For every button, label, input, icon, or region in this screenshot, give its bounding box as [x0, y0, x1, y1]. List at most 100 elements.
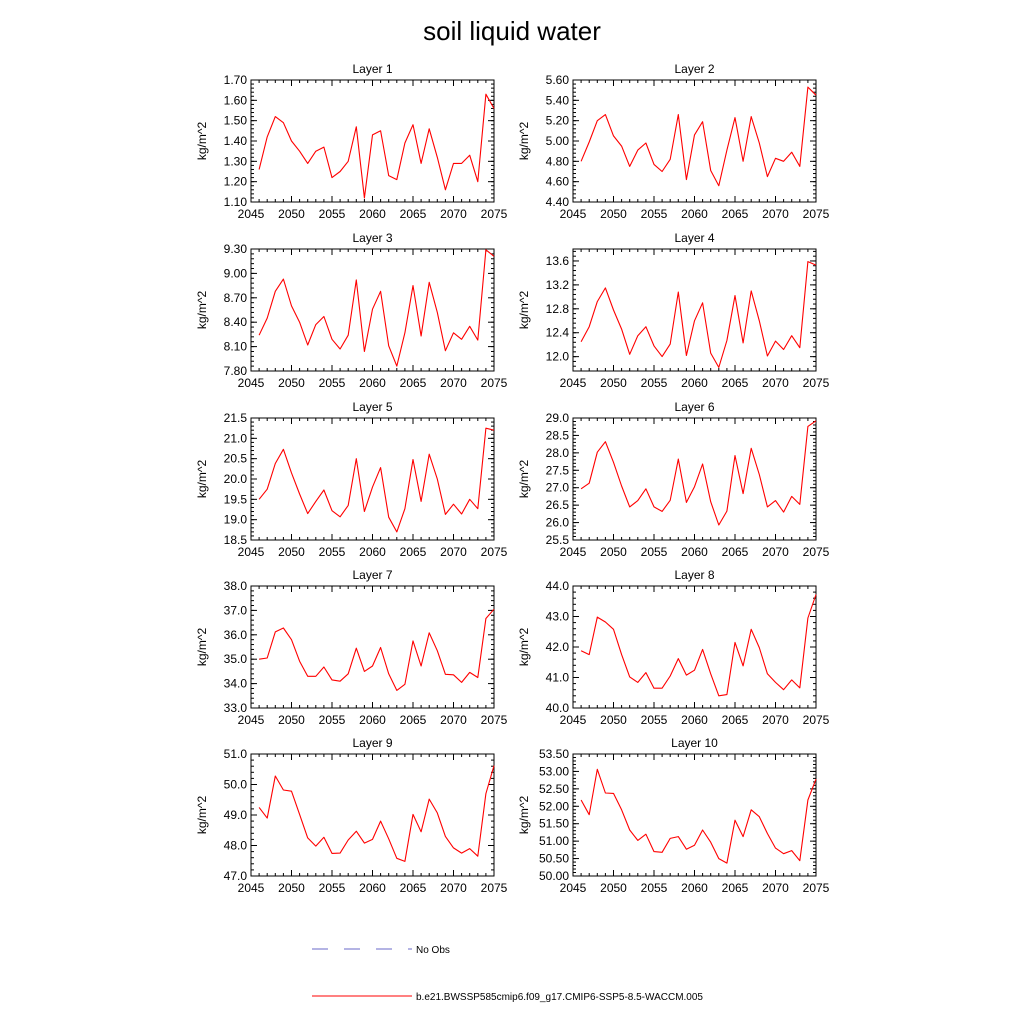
y-tick-label: 8.70	[224, 291, 248, 305]
x-tick-label: 2075	[803, 207, 830, 221]
y-tick-label: 19.0	[224, 513, 248, 527]
x-tick-label: 2070	[440, 713, 467, 727]
y-tick-label: 20.5	[224, 452, 248, 466]
y-tick-label: 26.5	[546, 498, 570, 512]
x-tick-label: 2060	[359, 207, 386, 221]
x-tick-label: 2060	[359, 713, 386, 727]
x-tick-label: 2050	[278, 713, 305, 727]
x-tick-label: 2065	[722, 545, 749, 559]
x-tick-label: 2075	[803, 881, 830, 895]
legend-model-label: b.e21.BWSSP585cmip6.f09_g17.CMIP6-SSP5-8…	[416, 992, 703, 1003]
series-line	[580, 86, 817, 187]
x-tick-label: 2050	[600, 545, 627, 559]
x-tick-label: 2065	[722, 713, 749, 727]
y-tick-label: 8.40	[224, 315, 248, 329]
panel-layer-10: Layer 10 2045 2050 2055 2060 2065 2070 2075 50.0…	[517, 736, 830, 895]
x-tick-label: 2065	[400, 545, 427, 559]
y-tick-label: 1.70	[224, 73, 248, 87]
x-tick-label: 2055	[641, 207, 668, 221]
plot-frame	[250, 585, 495, 709]
y-axis-label: kg/m^2	[517, 796, 531, 835]
x-tick-label: 2055	[319, 545, 346, 559]
y-tick-label: 28.0	[546, 446, 570, 460]
x-tick-label: 2060	[681, 713, 708, 727]
y-tick-label: 21.0	[224, 431, 248, 445]
x-tick-label: 2060	[359, 376, 386, 390]
y-tick-label: 8.10	[224, 340, 248, 354]
x-tick-label: 2055	[641, 545, 668, 559]
series-line	[259, 608, 495, 691]
y-tick-label: 52.00	[539, 799, 569, 813]
x-tick-label: 2065	[722, 207, 749, 221]
x-tick-label: 2045	[238, 545, 265, 559]
y-tick-label: 1.20	[224, 175, 248, 189]
y-tick-label: 37.0	[224, 603, 248, 617]
y-tick-label: 51.00	[539, 834, 569, 848]
x-tick-label: 2050	[278, 881, 305, 895]
y-tick-label: 50.50	[539, 852, 569, 866]
x-tick-label: 2065	[400, 376, 427, 390]
y-tick-label: 27.0	[546, 481, 570, 495]
y-tick-label: 7.80	[224, 364, 248, 378]
x-tick-label: 2065	[400, 207, 427, 221]
x-tick-label: 2075	[803, 545, 830, 559]
y-tick-label: 1.60	[224, 93, 248, 107]
y-tick-label: 33.0	[224, 701, 248, 715]
y-tick-label: 5.00	[546, 134, 570, 148]
x-tick-label: 2050	[278, 376, 305, 390]
y-tick-label: 49.0	[224, 808, 248, 822]
x-tick-label: 2075	[481, 207, 508, 221]
x-tick-label: 2070	[762, 376, 789, 390]
x-tick-label: 2055	[319, 376, 346, 390]
panel-layer-8: Layer 8 2045 2050 2055 2060 2065 2070 2075 40.0 4…	[517, 568, 830, 727]
y-axis-label: kg/m^2	[517, 291, 531, 330]
panel-layer-4: Layer 4 2045 2050 2055 2060 2065 2070 2075 12.0 1…	[517, 231, 830, 390]
x-tick-label: 2075	[481, 881, 508, 895]
y-tick-label: 1.50	[224, 114, 248, 128]
x-tick-label: 2075	[481, 376, 508, 390]
x-tick-label: 2055	[641, 376, 668, 390]
x-tick-label: 2070	[440, 545, 467, 559]
y-tick-label: 20.0	[224, 472, 248, 486]
panel-layer-9: Layer 9 2045 2050 2055 2060 2065 2070 2075 47.0 4…	[195, 736, 508, 895]
plot-frame	[250, 79, 495, 203]
x-tick-label: 2045	[238, 713, 265, 727]
y-tick-label: 50.00	[539, 869, 569, 883]
x-tick-label: 2045	[238, 207, 265, 221]
y-tick-label: 12.8	[546, 302, 570, 316]
x-tick-label: 2075	[803, 376, 830, 390]
y-tick-label: 5.20	[546, 114, 570, 128]
y-axis-label: kg/m^2	[517, 628, 531, 667]
panel-layer-3: Layer 3 2045 2050 2055 2060 2065 2070 2075 7.80 8…	[195, 231, 508, 390]
legend-no-obs-label: No Obs	[416, 945, 450, 956]
y-tick-label: 9.30	[224, 242, 248, 256]
x-tick-label: 2075	[481, 713, 508, 727]
y-tick-label: 1.10	[224, 195, 248, 209]
y-tick-label: 28.5	[546, 428, 570, 442]
y-tick-label: 18.5	[224, 533, 248, 547]
y-axis-label: kg/m^2	[195, 291, 209, 330]
plot-frame	[572, 79, 817, 203]
plot-frame	[572, 753, 817, 877]
y-tick-label: 51.50	[539, 817, 569, 831]
y-tick-label: 42.0	[546, 640, 570, 654]
y-tick-label: 26.0	[546, 516, 570, 530]
x-tick-label: 2070	[762, 207, 789, 221]
y-tick-label: 47.0	[224, 869, 248, 883]
y-tick-label: 13.6	[546, 254, 570, 268]
y-tick-label: 40.0	[546, 701, 570, 715]
x-tick-label: 2050	[600, 881, 627, 895]
x-tick-label: 2060	[681, 545, 708, 559]
x-tick-label: 2045	[560, 881, 587, 895]
x-tick-label: 2065	[722, 881, 749, 895]
x-tick-label: 2055	[641, 881, 668, 895]
y-tick-label: 41.0	[546, 671, 570, 685]
y-tick-label: 13.2	[546, 278, 570, 292]
x-tick-label: 2070	[762, 545, 789, 559]
panel-title: Layer 6	[674, 400, 714, 414]
panel-title: Layer 10	[671, 736, 718, 750]
y-axis-label: kg/m^2	[195, 796, 209, 835]
panel-layer-7: Layer 7 2045 2050 2055 2060 2065 2070 2075 33.0 3…	[195, 568, 508, 727]
x-tick-label: 2060	[681, 376, 708, 390]
y-tick-label: 5.40	[546, 93, 570, 107]
